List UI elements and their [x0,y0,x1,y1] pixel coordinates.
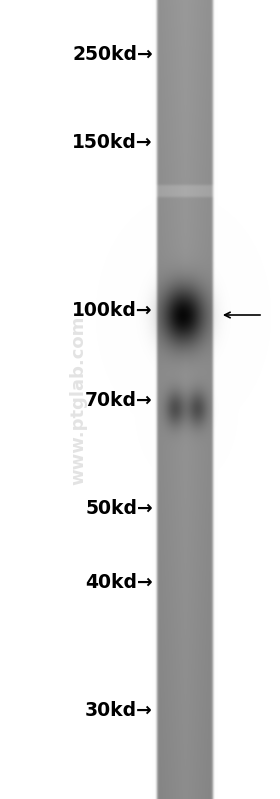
Text: 100kd→: 100kd→ [72,300,153,320]
Text: 50kd→: 50kd→ [85,499,153,518]
Text: 150kd→: 150kd→ [72,133,153,153]
Text: www.ptglab.com: www.ptglab.com [69,316,87,485]
Text: 40kd→: 40kd→ [85,574,153,593]
Text: 70kd→: 70kd→ [85,391,153,410]
Text: 250kd→: 250kd→ [72,46,153,65]
Text: 30kd→: 30kd→ [85,701,153,720]
